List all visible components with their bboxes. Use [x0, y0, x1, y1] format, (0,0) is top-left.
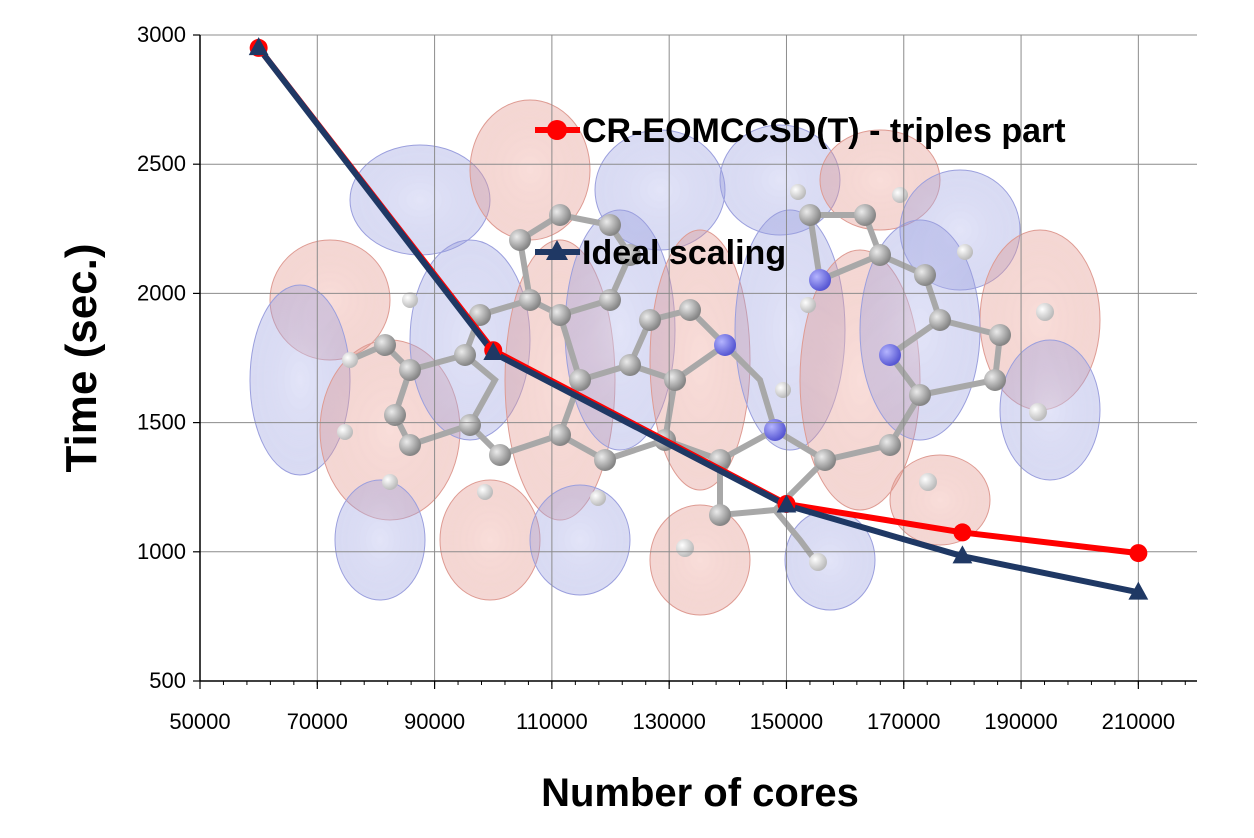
x-tick-label: 50000: [169, 709, 230, 734]
series-1-point: [1128, 581, 1149, 600]
gridlines: [199, 34, 1197, 682]
series-1-point: [776, 494, 797, 513]
legend-label-0: CR-EOMCCSD(T) - triples part: [582, 112, 1066, 150]
y-tick-label: 1000: [137, 539, 186, 564]
series-1-point: [248, 37, 269, 56]
series-1-point: [483, 342, 504, 361]
series-group: [248, 37, 1149, 600]
x-tick-label: 170000: [867, 709, 940, 734]
molecule-atoms: [337, 184, 1054, 571]
series-0-point: [953, 523, 972, 542]
legend-marker-1: [546, 240, 568, 260]
y-tick-label: 3000: [137, 22, 186, 47]
y-tick-label: 1500: [137, 410, 186, 435]
x-tick-label: 130000: [632, 709, 705, 734]
y-axis-title: Time (sec.): [57, 243, 106, 472]
legend-label-1: Ideal scaling: [582, 234, 786, 272]
orbital-lobes: [249, 99, 1101, 616]
molecule-background-image: [249, 99, 1101, 616]
x-tick-label: 150000: [750, 709, 823, 734]
y-tick-label: 500: [149, 668, 186, 693]
series-1-point: [952, 545, 973, 564]
x-tick-label: 210000: [1102, 709, 1175, 734]
x-tick-label: 190000: [984, 709, 1057, 734]
x-tick-labels: 50000 70000 90000 110000 130000 150000 170000 1…: [169, 709, 1175, 734]
x-tick-label: 90000: [404, 709, 465, 734]
x-tick-label: 70000: [287, 709, 348, 734]
x-tick-label: 110000: [516, 709, 588, 734]
y-tick-label: 2500: [137, 151, 186, 176]
x-axis-title: Number of cores: [541, 771, 859, 815]
y-tick-label: 2000: [137, 280, 186, 305]
legend-marker-0: [547, 120, 567, 140]
axes: [193, 34, 1197, 689]
series-0-point: [1129, 544, 1148, 563]
legend: CR-EOMCCSD(T) - triples part Ideal scalin…: [535, 112, 1066, 272]
y-tick-labels: 500 1000 1500 2000 2500 3000: [137, 22, 186, 693]
